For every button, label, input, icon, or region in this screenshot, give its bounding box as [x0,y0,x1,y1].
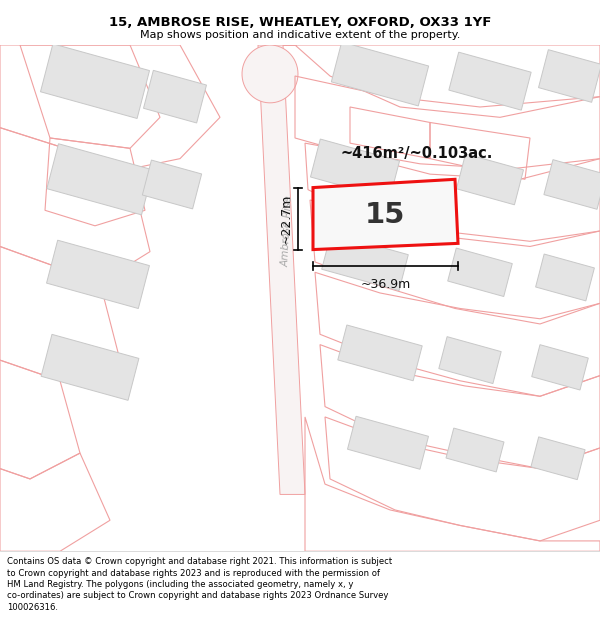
Polygon shape [457,154,524,205]
Polygon shape [41,334,139,401]
Polygon shape [539,49,600,102]
Polygon shape [338,325,422,381]
Text: ~36.9m: ~36.9m [361,279,410,291]
Polygon shape [331,42,428,106]
Polygon shape [448,248,512,296]
Polygon shape [531,437,585,479]
Text: 15, AMBROSE RISE, WHEATLEY, OXFORD, OX33 1YF: 15, AMBROSE RISE, WHEATLEY, OXFORD, OX33… [109,16,491,29]
Polygon shape [242,45,298,103]
Text: Contains OS data © Crown copyright and database right 2021. This information is : Contains OS data © Crown copyright and d… [7,558,392,566]
Polygon shape [47,144,153,215]
Polygon shape [446,428,504,472]
Polygon shape [310,139,400,199]
Polygon shape [40,44,149,119]
Polygon shape [532,345,588,390]
Text: Map shows position and indicative extent of the property.: Map shows position and indicative extent… [140,30,460,40]
Text: ~22.7m: ~22.7m [280,193,293,244]
Polygon shape [449,52,531,110]
Polygon shape [322,233,408,291]
Text: HM Land Registry. The polygons (including the associated geometry, namely x, y: HM Land Registry. The polygons (includin… [7,580,353,589]
Polygon shape [313,179,458,249]
Polygon shape [536,254,595,301]
Text: to Crown copyright and database rights 2023 and is reproduced with the permissio: to Crown copyright and database rights 2… [7,569,380,578]
Polygon shape [143,71,206,123]
Text: 15: 15 [365,201,405,229]
Polygon shape [544,159,600,209]
Polygon shape [47,240,149,309]
Polygon shape [142,160,202,209]
Text: co-ordinates) are subject to Crown copyright and database rights 2023 Ordnance S: co-ordinates) are subject to Crown copyr… [7,591,389,600]
Polygon shape [439,337,501,384]
Polygon shape [258,45,305,494]
Text: 100026316.: 100026316. [7,602,58,611]
Polygon shape [347,416,428,469]
Text: ~416m²/~0.103ac.: ~416m²/~0.103ac. [340,146,493,161]
Text: Ambrose Rise: Ambrose Rise [280,195,294,267]
